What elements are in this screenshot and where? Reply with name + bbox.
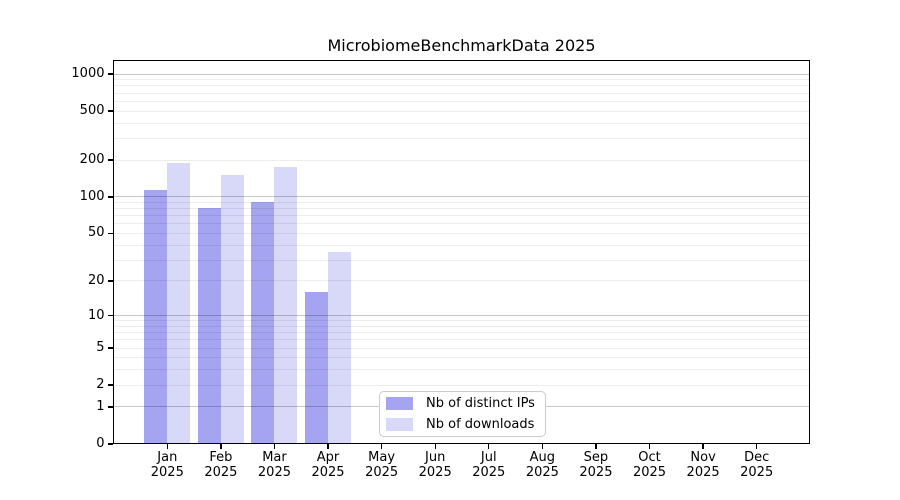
y-tick-label: 1000 [71, 66, 105, 82]
x-tick-mark [220, 444, 222, 449]
minor-gridline [114, 85, 809, 87]
x-tick-mark [648, 444, 651, 449]
y-tick-mark [108, 314, 113, 317]
x-tick-mark [327, 444, 329, 449]
x-tick-month: Jul [480, 450, 497, 465]
x-tick-label-jan-2025: Jan 2025 [135, 450, 199, 480]
x-tick-year: 2025 [525, 465, 559, 480]
y-tick-label: 10 [87, 307, 105, 323]
x-tick-year: 2025 [740, 465, 774, 480]
y-tick-label: 500 [79, 103, 105, 119]
y-tick-mark [108, 384, 113, 386]
legend: Nb of distinct IPs Nb of downloads [379, 391, 546, 437]
minor-gridline [114, 137, 809, 139]
y-tick-label: 200 [79, 152, 105, 167]
x-tick-month: Jun [425, 450, 446, 465]
bar-nb-of-distinct-ips-feb-2025 [197, 208, 221, 444]
minor-gridline [114, 79, 809, 81]
x-tick-mark [166, 444, 168, 449]
bar-nb-of-distinct-ips-mar-2025 [251, 201, 275, 444]
x-tick-month: Mar [262, 450, 287, 465]
major-gridline [114, 196, 809, 198]
y-tick-mark [108, 406, 113, 408]
x-tick-label-aug-2025: Aug 2025 [510, 450, 574, 480]
bar-nb-of-distinct-ips-apr-2025 [305, 292, 329, 444]
x-tick-month: Nov [690, 450, 716, 465]
x-tick-label-nov-2025: Nov 2025 [671, 450, 735, 480]
minor-gridline [114, 100, 809, 102]
x-tick-label-may-2025: May 2025 [350, 450, 414, 480]
x-tick-label-dec-2025: Dec 2025 [725, 450, 789, 480]
x-tick-label-apr-2025: Apr 2025 [296, 450, 360, 480]
x-tick-mark [702, 444, 704, 449]
y-tick-label: 2 [96, 377, 105, 393]
bar-nb-of-downloads-feb-2025 [220, 174, 244, 444]
x-tick-month: Feb [209, 450, 233, 465]
legend-swatch-nb-of-downloads [386, 418, 413, 431]
x-tick-label-feb-2025: Feb 2025 [189, 450, 253, 480]
y-tick-label: 1 [96, 398, 105, 414]
x-tick-month: Apr [316, 450, 340, 465]
y-tick-mark [108, 443, 113, 445]
y-tick-mark [108, 159, 113, 161]
y-tick-mark [108, 196, 113, 198]
bar-nb-of-downloads-apr-2025 [328, 252, 352, 444]
y-tick-mark [108, 280, 113, 282]
x-tick-label-oct-2025: Oct 2025 [618, 450, 682, 480]
x-tick-year: 2025 [472, 465, 506, 480]
x-tick-month: Sep [583, 450, 609, 465]
x-tick-mark [595, 444, 597, 449]
x-tick-mark [541, 444, 544, 449]
legend-label: Nb of distinct IPs [426, 396, 535, 411]
x-tick-mark [434, 444, 436, 449]
legend-item-nb-of-distinct-ips: Nb of distinct IPs [386, 396, 545, 411]
x-tick-mark [755, 444, 758, 449]
y-tick-label: 50 [87, 225, 105, 241]
bar-nb-of-downloads-jan-2025 [167, 162, 191, 444]
x-tick-year: 2025 [204, 465, 238, 480]
x-tick-label-sep-2025: Sep 2025 [564, 450, 628, 480]
x-tick-month: Jan [157, 450, 178, 465]
x-tick-month: Dec [744, 450, 770, 465]
minor-gridline [114, 159, 809, 161]
x-tick-year: 2025 [632, 465, 667, 480]
y-tick-label: 5 [96, 340, 105, 356]
legend-item-nb-of-downloads: Nb of downloads [386, 417, 545, 432]
major-gridline [114, 73, 809, 75]
minor-gridline [114, 201, 809, 203]
y-tick-mark [108, 73, 113, 75]
x-tick-label-jul-2025: Jul 2025 [457, 450, 521, 480]
bar-nb-of-downloads-mar-2025 [274, 166, 298, 444]
minor-gridline [114, 92, 809, 94]
x-tick-month: Aug [529, 450, 556, 465]
x-tick-year: 2025 [365, 465, 399, 480]
y-tick-label: 100 [79, 188, 105, 204]
x-tick-year: 2025 [418, 465, 452, 480]
x-tick-month: Oct [638, 450, 661, 465]
y-tick-mark [108, 232, 113, 235]
chart-title: MicrobiomeBenchmarkData 2025 [327, 36, 596, 55]
x-tick-mark [488, 444, 490, 449]
y-tick-label: 20 [87, 272, 105, 288]
y-tick-label: 0 [96, 436, 105, 451]
x-tick-label-jun-2025: Jun 2025 [403, 450, 467, 480]
x-tick-year: 2025 [257, 465, 291, 480]
x-tick-mark [273, 444, 276, 449]
x-tick-label-mar-2025: Mar 2025 [242, 450, 306, 480]
plot-area [113, 60, 810, 444]
x-tick-month: May [368, 450, 396, 465]
x-tick-year: 2025 [150, 465, 184, 480]
legend-swatch-nb-of-distinct-ips [386, 397, 413, 410]
legend-label: Nb of downloads [426, 417, 535, 432]
x-tick-year: 2025 [311, 465, 345, 480]
bar-nb-of-distinct-ips-jan-2025 [144, 189, 168, 444]
minor-gridline [114, 122, 809, 124]
y-tick-mark [108, 347, 113, 349]
x-tick-year: 2025 [686, 465, 720, 480]
x-tick-mark [380, 444, 383, 449]
x-tick-year: 2025 [579, 465, 613, 480]
minor-gridline [114, 110, 809, 112]
y-tick-mark [108, 110, 113, 112]
